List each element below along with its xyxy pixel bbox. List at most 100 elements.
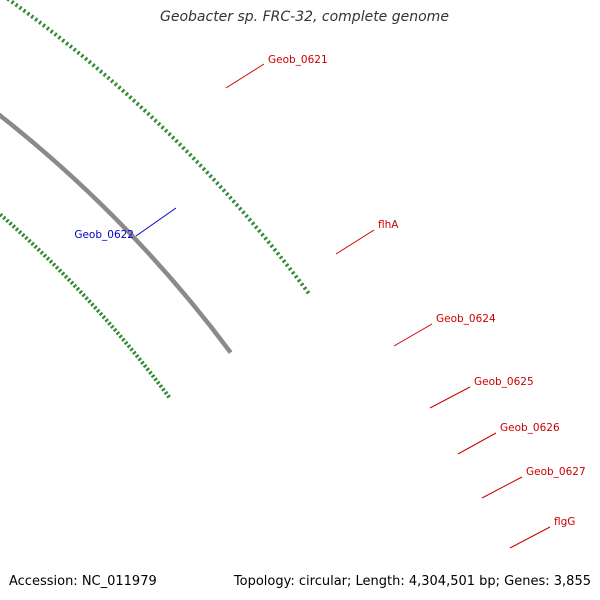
minor-tick-outer [181,145,186,151]
minor-tick-outer [10,0,15,5]
minor-tick-outer [53,32,58,37]
minor-tick-outer [146,111,151,117]
minor-tick-outer [293,274,299,279]
minor-tick-outer [221,188,227,193]
minor-tick-outer [18,5,23,11]
minor-tick-inner [27,238,32,244]
minor-tick-outer [234,202,240,208]
minor-tick-outer [205,170,210,175]
minor-tick-outer [38,20,43,25]
minor-tick-inner [30,241,35,247]
gene-label-leader [457,432,497,455]
minor-tick-inner [51,262,57,267]
minor-tick-inner [118,334,123,339]
minor-tick-outer [139,105,144,110]
minor-tick-outer [34,17,39,22]
minor-tick-inner [81,293,86,298]
gene-label[interactable]: Geob_0624 [436,313,496,325]
gene-label[interactable]: Geob_0621 [268,54,328,66]
minor-tick-inner [17,230,23,235]
gene-label[interactable]: flgG [554,516,575,528]
gene-label[interactable]: Geob_0622 [74,229,134,241]
minor-tick-inner [39,250,45,255]
gene-label[interactable]: flhA [378,219,399,231]
minor-tick-inner [104,318,109,323]
minor-tick-outer [113,82,118,87]
gene-label[interactable]: Geob_0625 [474,376,534,388]
minor-tick-outer [201,166,207,172]
minor-tick-inner [69,280,75,285]
minor-tick-outer [275,251,281,256]
gene-label-leader [481,476,523,499]
minor-tick-outer [184,149,190,154]
minor-tick-outer [83,56,89,62]
minor-tick-inner [0,212,4,218]
minor-tick-outer [174,138,179,144]
minor-tick-inner [98,311,104,317]
minor-tick-inner [78,289,84,295]
minor-tick-outer [302,286,308,291]
minor-tick-outer [290,270,296,275]
gene-label[interactable]: Geob_0626 [500,422,560,434]
minor-tick-inner [150,373,156,379]
minor-tick-outer [106,75,111,81]
minor-tick-outer [91,63,96,68]
minor-tick-outer [61,38,66,43]
minor-tick-inner [5,218,10,224]
minor-tick-outer [153,118,158,123]
minor-tick-inner [95,308,101,314]
minor-tick-inner [84,296,89,301]
minor-tick-outer [98,69,104,74]
minor-tick-outer [128,95,133,100]
minor-tick-outer [80,53,85,59]
minor-tick-outer [121,88,126,94]
minor-tick-outer [14,2,19,8]
gene-label-leader [225,63,265,89]
minor-tick-outer [72,47,77,52]
minor-tick-inner [158,384,164,389]
minor-tick-outer [26,11,31,17]
minor-tick-outer [231,199,236,204]
minor-tick-outer [208,173,213,179]
minor-tick-outer [250,221,256,226]
minor-tick-outer [102,72,107,78]
minor-tick-outer [110,78,115,84]
minor-tick-outer [87,59,92,65]
minor-tick-inner [90,302,95,307]
minor-tick-inner [57,268,63,273]
gene-label-leader [509,526,551,549]
gene-label-leader [429,386,471,409]
minor-tick-inner [126,344,132,349]
minor-tick-outer [296,278,302,283]
gene-label-leader [335,229,375,255]
minor-tick-inner [8,221,13,226]
minor-tick-outer [305,290,311,295]
minor-tick-inner [145,367,151,372]
minor-tick-outer [6,0,10,2]
minor-tick-inner [163,390,169,396]
minor-tick-outer [228,195,233,200]
minor-tick-inner [42,253,48,258]
label-layer: Geob_0621 Geob_0622 flhA Geob_0624 Geob_0625… [74,54,586,549]
minor-tick-outer [211,177,217,182]
minor-tick-inner [36,247,41,252]
minor-tick-inner [101,315,107,320]
minor-tick-inner [110,324,115,329]
minor-tick-inner [45,256,51,261]
minor-tick-outer [65,41,70,46]
minor-tick-outer [163,128,169,134]
minor-tick-inner [129,347,134,352]
minor-tick-outer [95,66,100,71]
gene-label[interactable]: Geob_0627 [526,466,586,478]
minor-tick-inner [48,259,54,264]
minor-tick-outer [57,35,62,40]
minor-tick-inner [142,363,148,369]
minor-tick-outer [260,232,265,237]
minor-tick-outer [117,85,122,90]
minor-tick-inner [121,337,126,342]
minor-tick-outer [299,282,305,287]
minor-tick-outer [170,135,176,140]
minor-tick-outer [142,108,148,113]
